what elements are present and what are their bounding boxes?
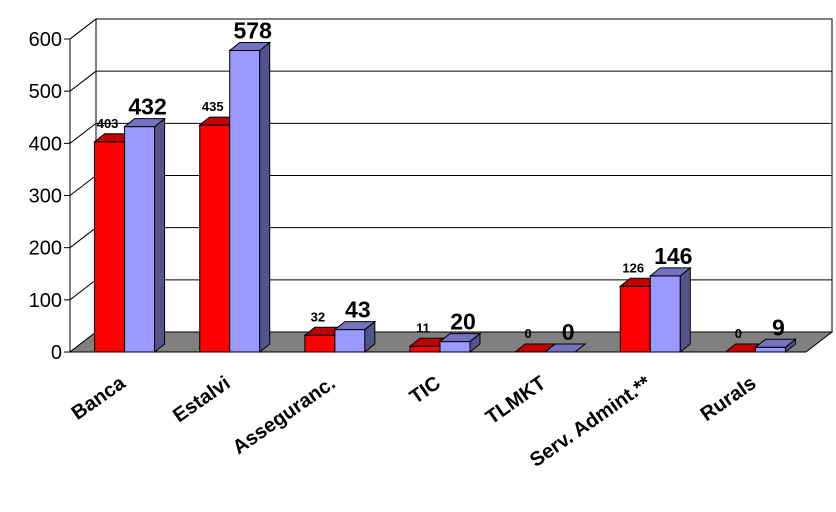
bar-top	[543, 343, 587, 353]
gridlines	[69, 18, 832, 301]
y-tick-label: 0	[51, 342, 62, 364]
bar-top	[228, 41, 272, 51]
y-tick-label: 600	[29, 29, 62, 51]
x-tick-label: Banca	[68, 372, 131, 425]
bar-front	[649, 275, 681, 353]
x-tick-label: TLMKT	[482, 372, 550, 429]
bars	[93, 41, 797, 354]
chart-walls	[69, 17, 833, 354]
bar	[648, 266, 692, 354]
y-tick-label: 500	[29, 81, 62, 103]
y-tick-label: 200	[29, 238, 62, 260]
x-tick-label: Asseguranc.	[229, 372, 340, 459]
data-label: 403	[97, 116, 119, 131]
y-tick-label: 300	[29, 186, 62, 208]
bar-side	[154, 117, 166, 354]
bar-front	[439, 341, 471, 353]
y-tick-label: 100	[29, 290, 62, 312]
bar-top	[333, 321, 377, 331]
bar	[438, 332, 482, 354]
y-axis: 0 100 200 300 400 500 600	[29, 29, 71, 364]
data-labels: 403 432 435 578 32 43 11 20 0 0 126 146 0 9	[97, 17, 785, 345]
bar-front	[94, 141, 126, 353]
bar	[543, 343, 587, 353]
data-label: 126	[622, 260, 644, 275]
data-label: 432	[128, 94, 166, 120]
data-label: 578	[234, 17, 273, 43]
data-label: 435	[202, 99, 224, 114]
data-label: 20	[450, 309, 476, 335]
y-tick-label: 400	[29, 133, 62, 155]
data-label: 0	[525, 326, 532, 341]
bar	[123, 117, 166, 354]
bar-side	[679, 266, 691, 354]
bar-front	[754, 346, 786, 353]
bar-front	[334, 329, 366, 353]
bar	[333, 320, 377, 354]
x-tick-label: TIC	[406, 372, 445, 409]
bar-top	[648, 267, 692, 277]
bar-top	[754, 338, 797, 348]
bar-front	[619, 285, 651, 353]
bar-front	[124, 126, 156, 353]
bar-side	[259, 41, 271, 354]
data-label: 9	[772, 314, 785, 340]
x-tick-label: Rurals	[697, 372, 761, 426]
data-label: 0	[735, 326, 742, 341]
data-label: 32	[311, 309, 325, 324]
data-label: 43	[345, 297, 371, 323]
gridline	[69, 18, 832, 40]
bar	[228, 41, 272, 354]
data-label: 0	[562, 319, 575, 345]
bar-top	[123, 118, 166, 128]
bar-front	[199, 124, 231, 353]
bar-front	[409, 345, 441, 353]
bar-front	[229, 49, 261, 353]
gridline	[69, 122, 832, 144]
bar-top	[438, 333, 482, 343]
gridline	[69, 70, 832, 92]
x-tick-label: Estalvi	[169, 372, 234, 427]
data-label: 11	[416, 320, 430, 335]
bar-front	[304, 334, 336, 353]
data-label: 146	[654, 243, 692, 269]
bar	[754, 338, 797, 354]
